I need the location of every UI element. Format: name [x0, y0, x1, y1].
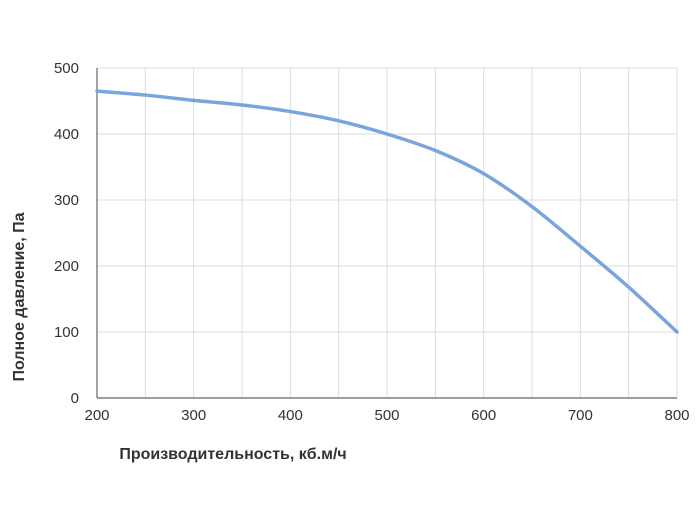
y-tick-label: 500: [54, 60, 79, 77]
y-tick-label: 300: [54, 192, 79, 209]
y-axis-title: Полное давление, Па: [11, 212, 28, 381]
x-tick-label: 600: [471, 407, 496, 424]
grid: [97, 67, 678, 398]
x-tick-label: 500: [374, 407, 399, 424]
x-tick-label: 800: [664, 407, 689, 424]
series: [95, 89, 679, 334]
x-tick-labels: 200 300 400 500 600 700 800: [84, 407, 689, 424]
axes: [96, 68, 677, 399]
y-tick-labels: 0 100 200 300 400 500: [54, 60, 79, 407]
series-line: [95, 89, 679, 334]
y-tick-label: 100: [54, 324, 79, 341]
x-axis-title: Производительность, кб.м/ч: [119, 446, 346, 463]
y-tick-label: 200: [54, 258, 79, 275]
y-tick-label: 0: [71, 390, 79, 407]
x-tick-label: 300: [181, 407, 206, 424]
y-tick-label: 400: [54, 126, 79, 143]
x-tick-label: 700: [568, 407, 593, 424]
x-tick-label: 400: [278, 407, 303, 424]
x-tick-label: 200: [84, 407, 109, 424]
